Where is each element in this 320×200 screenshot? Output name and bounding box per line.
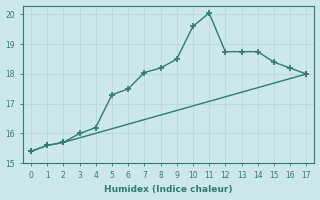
X-axis label: Humidex (Indice chaleur): Humidex (Indice chaleur) (104, 185, 233, 194)
